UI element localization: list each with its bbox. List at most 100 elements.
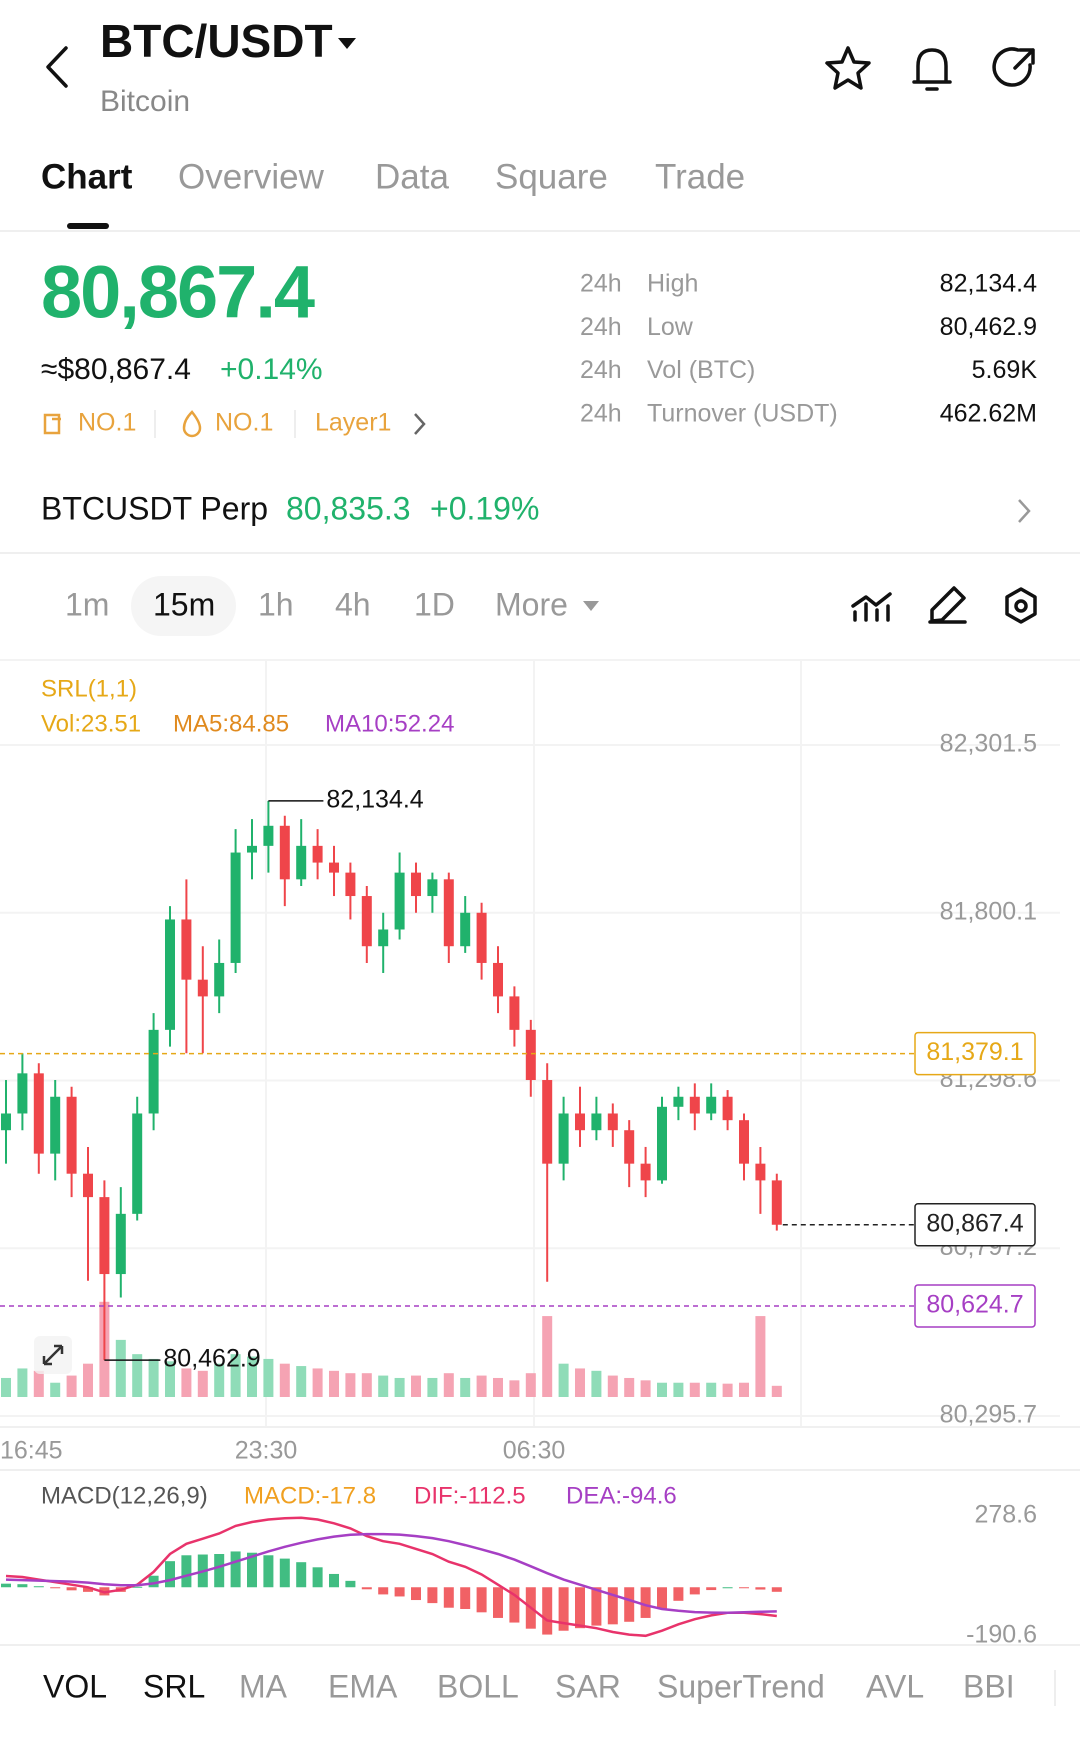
candle-body: [181, 919, 192, 980]
indicator-tab[interactable]: SAR: [555, 1668, 621, 1704]
stat-period: 24h: [580, 356, 622, 384]
perp-name[interactable]: BTCUSDT Perp: [41, 490, 268, 526]
macd-bar: [493, 1587, 503, 1618]
y-tick-label: 81,800.1: [940, 897, 1037, 925]
macd-bar: [624, 1587, 635, 1622]
indicator-tab[interactable]: SuperTrend: [657, 1668, 825, 1704]
indicator-tab[interactable]: BBI: [963, 1668, 1015, 1704]
candle-body: [443, 879, 454, 947]
volume-bar: [722, 1383, 733, 1397]
stat-value: 5.69K: [972, 356, 1038, 384]
volume-bar: [1, 1377, 11, 1397]
volume-bar: [378, 1375, 389, 1397]
tab[interactable]: Overview: [178, 157, 325, 196]
candle-body: [148, 1029, 159, 1114]
indicator-tab[interactable]: SRL: [143, 1668, 205, 1704]
tag[interactable]: Layer1: [315, 409, 391, 437]
tab[interactable]: Trade: [655, 157, 745, 196]
volume-bar: [214, 1363, 225, 1397]
candle-body: [739, 1120, 749, 1164]
more-dropdown[interactable]: [583, 601, 599, 611]
tab-underline: [67, 223, 109, 229]
stat-period: 24h: [580, 400, 622, 428]
candle-body: [17, 1073, 28, 1114]
volume-bar: [427, 1377, 438, 1397]
stat-period: 24h: [580, 313, 622, 341]
macd-bar: [378, 1587, 389, 1595]
rank-icon: [43, 413, 61, 435]
low-label: 80,462.9: [163, 1345, 260, 1373]
settings-icon[interactable]: [1014, 599, 1028, 613]
pair-dropdown[interactable]: [338, 38, 356, 49]
pair-title[interactable]: BTC/USDT: [100, 15, 333, 67]
indicator-tab[interactable]: BOLL: [437, 1668, 519, 1704]
hot-icon: [182, 410, 202, 438]
back-button[interactable]: [46, 46, 68, 88]
candle-body: [411, 872, 421, 897]
usd-price: ≈$80,867.4: [41, 353, 191, 386]
stat-label: Vol (BTC): [647, 356, 755, 384]
interval[interactable]: 1m: [65, 586, 109, 622]
interval[interactable]: 15m: [153, 586, 215, 622]
volume-bar: [575, 1368, 585, 1397]
candle-body: [115, 1213, 126, 1275]
volume-bar: [771, 1385, 782, 1397]
interval-pill: [131, 576, 236, 636]
expand-icon[interactable]: [42, 1344, 64, 1366]
macd-legend: DIF:-112.5: [414, 1482, 526, 1509]
volume-legend: Vol:23.51: [41, 710, 141, 737]
interval[interactable]: 1D: [414, 586, 455, 622]
candle-body: [476, 912, 487, 963]
indicator-tab[interactable]: AVL: [866, 1668, 924, 1704]
price-tag-label: 81,379.1: [926, 1038, 1023, 1066]
interval[interactable]: 4h: [335, 586, 371, 622]
interval[interactable]: 1h: [258, 586, 294, 622]
candle-body: [1, 1113, 11, 1131]
candle-body: [132, 1113, 143, 1214]
settings-icon[interactable]: [1005, 587, 1037, 624]
high-label: 82,134.4: [326, 786, 423, 814]
macd-bar: [476, 1587, 487, 1613]
macd-bar: [83, 1587, 93, 1592]
tab[interactable]: Data: [375, 157, 449, 196]
price-tag: [914, 1031, 1036, 1076]
volume-bar: [17, 1368, 28, 1397]
macd-bar: [509, 1587, 520, 1623]
indicator-icon[interactable]: [851, 592, 892, 622]
perp-chevron[interactable]: [1018, 499, 1031, 523]
indicator-tab[interactable]: EMA: [328, 1668, 398, 1704]
share-icon[interactable]: [992, 47, 1035, 87]
volume-bar: [706, 1382, 717, 1397]
candle-body: [99, 1197, 110, 1275]
perp-price: 80,835.3: [286, 490, 411, 526]
macd-bar: [165, 1561, 175, 1588]
favorite-icon[interactable]: [825, 46, 871, 90]
macd-bar: [66, 1587, 77, 1591]
interval[interactable]: More: [495, 586, 568, 622]
volume-bar: [66, 1375, 77, 1397]
volume-bar: [361, 1373, 372, 1397]
draw-icon[interactable]: [928, 586, 967, 624]
volume-bar: [165, 1361, 175, 1397]
candle-body: [591, 1113, 602, 1131]
volume-bar: [542, 1316, 553, 1397]
indicator-tab[interactable]: MA: [239, 1668, 288, 1704]
macd-bar: [443, 1587, 454, 1608]
candle-body: [230, 852, 241, 963]
volume-bar: [591, 1370, 602, 1397]
x-tick-label: 23:30: [235, 1437, 298, 1465]
tag-chevron[interactable]: [414, 413, 426, 435]
tag[interactable]: NO.1: [215, 409, 273, 437]
tab[interactable]: Chart: [41, 157, 133, 196]
volume-bar: [197, 1370, 208, 1397]
alert-icon[interactable]: [912, 48, 952, 91]
volume-bar: [296, 1366, 307, 1397]
tag[interactable]: NO.1: [78, 409, 136, 437]
indicator-tab[interactable]: VOL: [43, 1668, 107, 1704]
candle-body: [673, 1096, 684, 1107]
candle-body: [394, 872, 405, 930]
macd-legend: MACD:-17.8: [244, 1482, 376, 1509]
tab[interactable]: Square: [495, 157, 608, 196]
macd-bar: [279, 1558, 290, 1588]
